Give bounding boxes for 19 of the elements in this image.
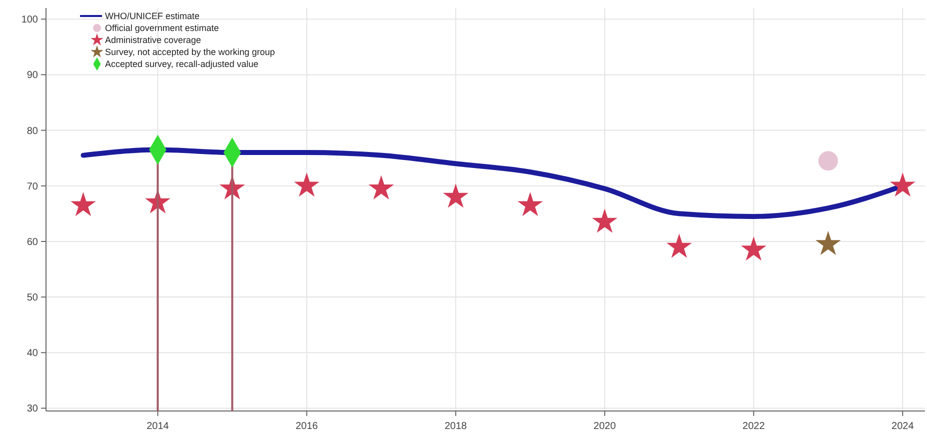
x-tick-label: 2020	[594, 421, 616, 432]
y-tick-label: 60	[26, 236, 38, 248]
y-tick-label: 90	[26, 70, 38, 82]
x-tick-label: 2024	[892, 421, 914, 432]
y-tick-label: 80	[26, 126, 38, 137]
legend-label: Official government estimate	[105, 23, 219, 34]
y-tick-label: 40	[26, 348, 38, 360]
y-tick-label: 70	[26, 181, 38, 192]
x-tick-label: 2014	[146, 421, 170, 432]
x-tick-label: 2016	[296, 421, 318, 432]
y-tick-label: 30	[26, 404, 38, 415]
legend-label: WHO/UNICEF estimate	[105, 11, 200, 22]
y-tick-label: 50	[26, 292, 38, 304]
legend-label: Survey, not accepted by the working group	[105, 47, 275, 58]
x-tick-label: 2022	[742, 421, 766, 432]
legend-label: Administrative coverage	[105, 35, 202, 46]
legend-label: Accepted survey, recall-adjusted value	[105, 59, 258, 70]
x-tick-label: 2018	[444, 421, 468, 432]
y-tick-label: 100	[21, 14, 38, 26]
